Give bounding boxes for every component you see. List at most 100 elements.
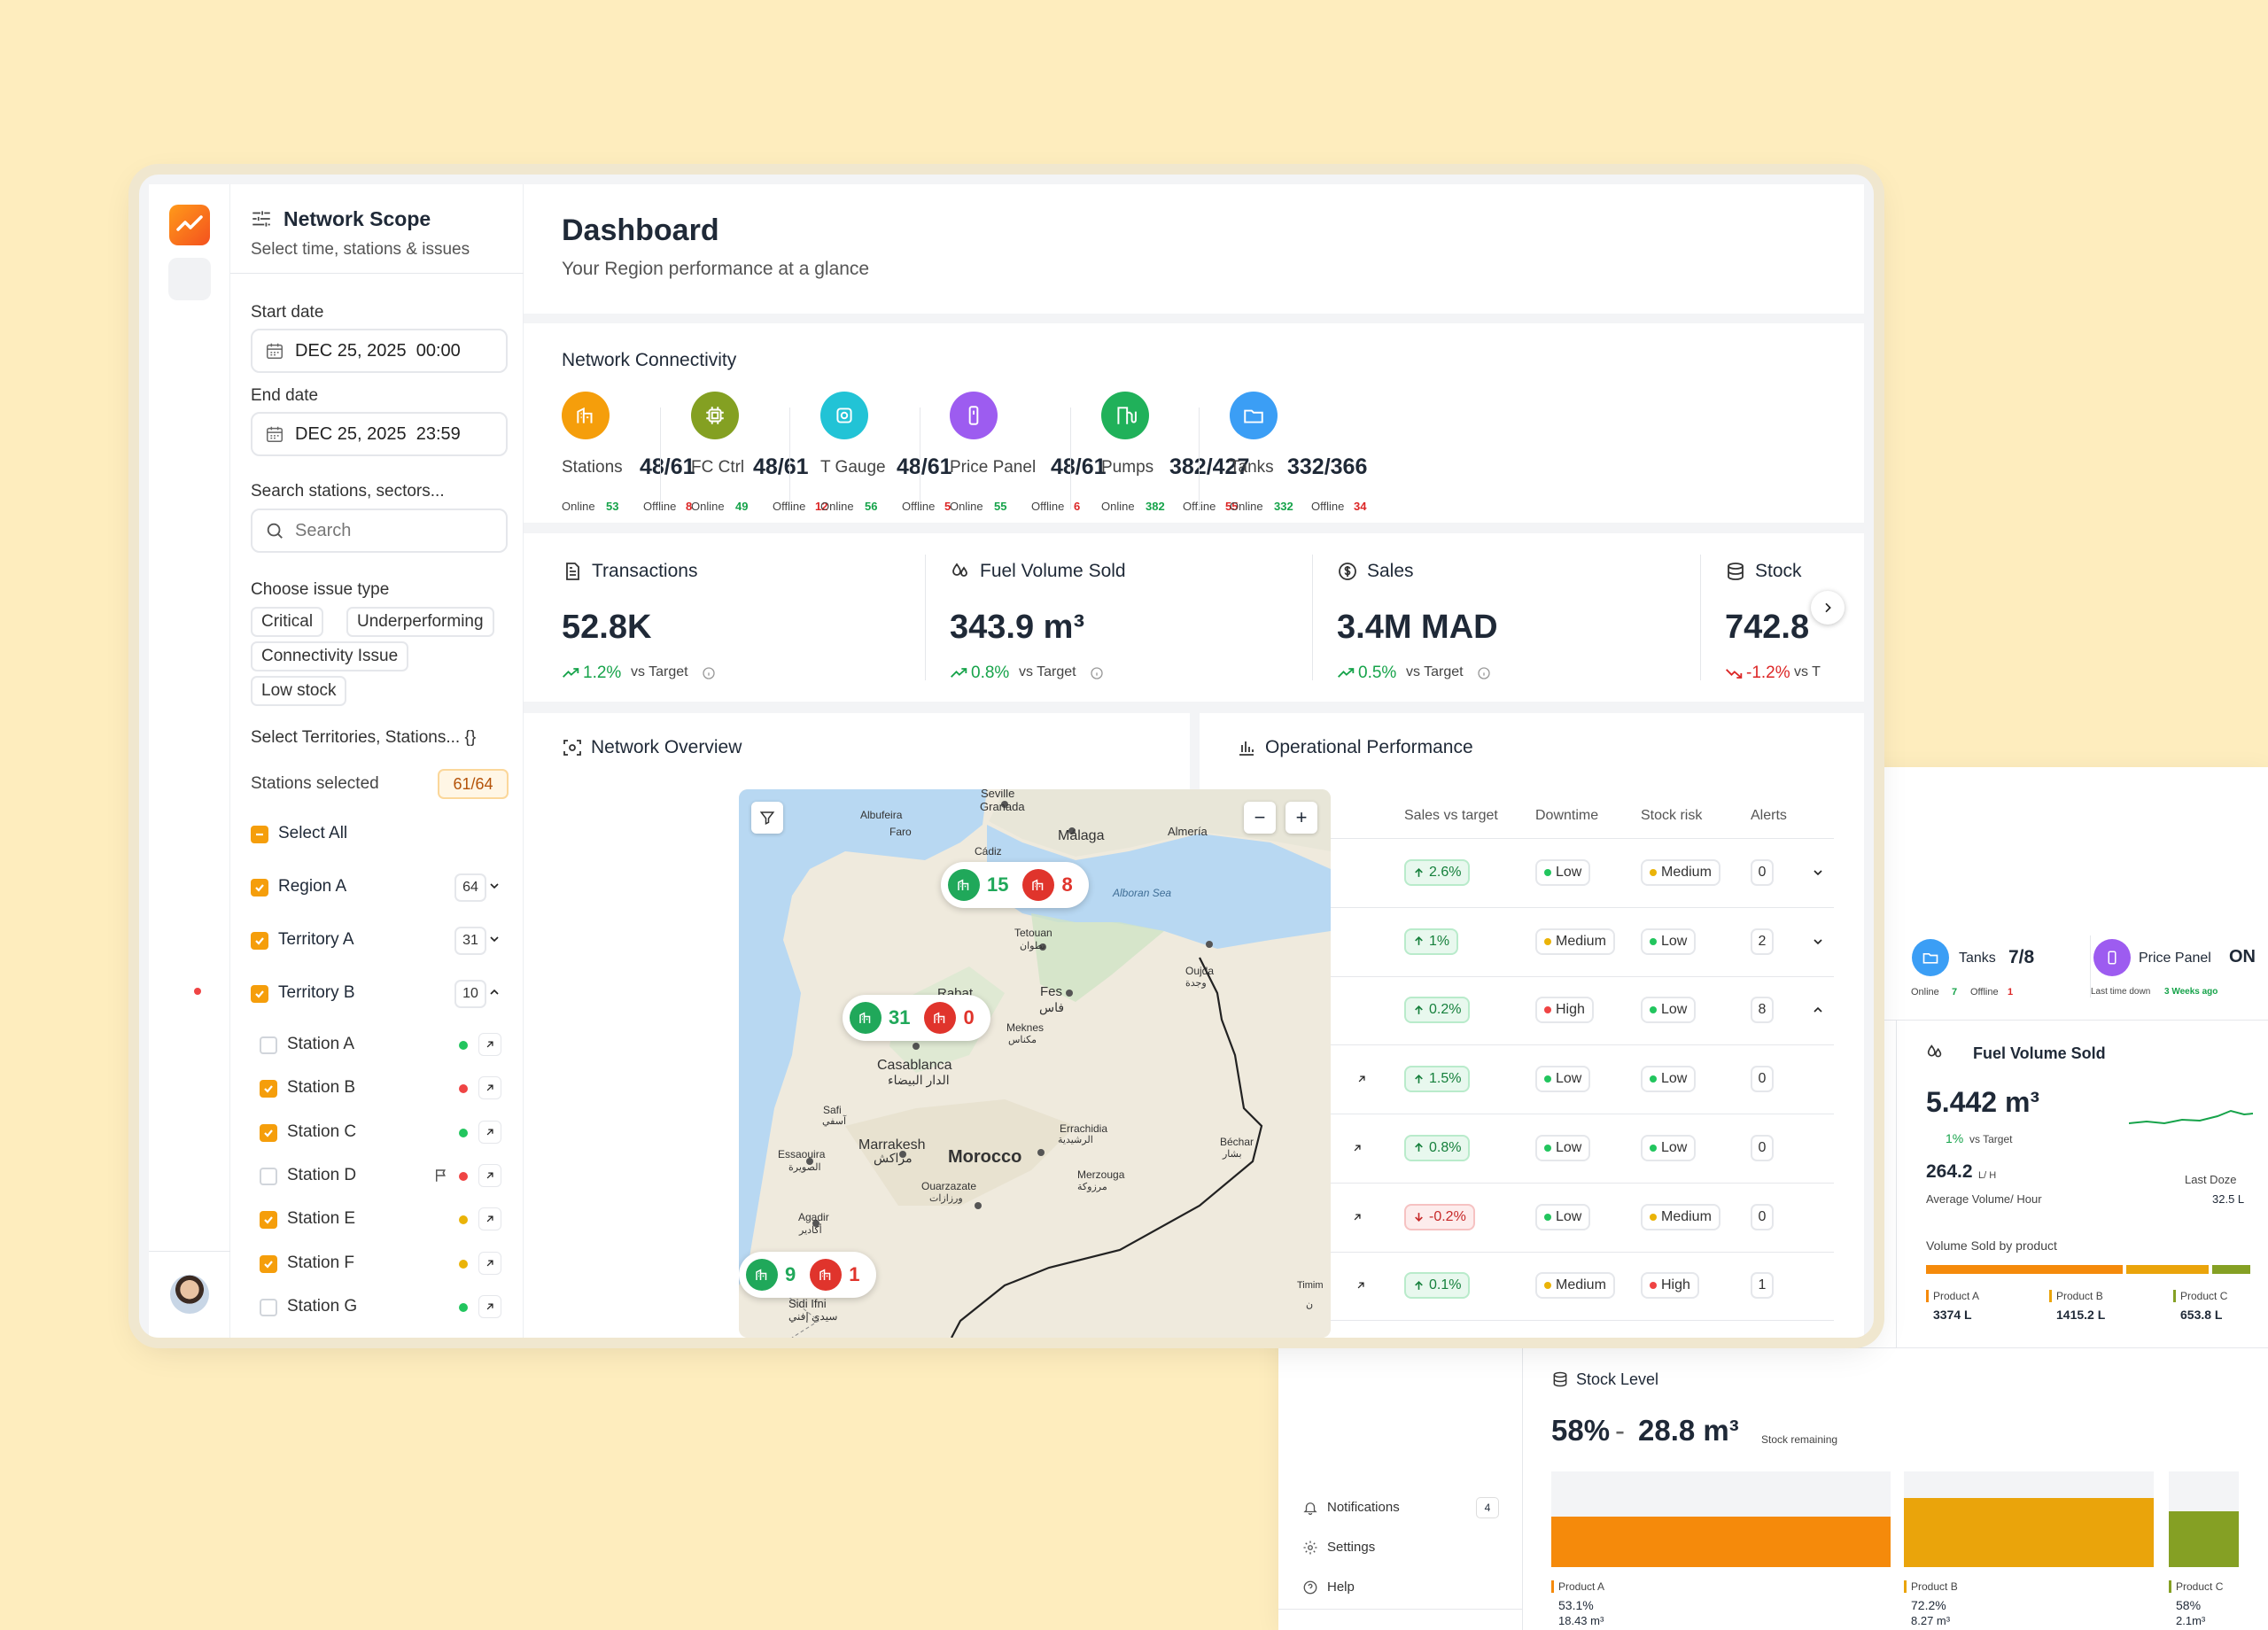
station-checkbox[interactable] bbox=[260, 1211, 277, 1230]
issue-chip-critical[interactable]: Critical bbox=[251, 607, 324, 637]
divider bbox=[1700, 555, 1701, 680]
menu-label: Settings bbox=[1327, 1540, 1376, 1555]
station-checkbox[interactable] bbox=[260, 1254, 277, 1273]
chevron-up-icon[interactable] bbox=[487, 985, 501, 1005]
map-cluster[interactable]: 15 8 bbox=[941, 862, 1089, 908]
online-count: 332 bbox=[1274, 500, 1293, 513]
tank-volume: 8.27 m³ bbox=[1911, 1614, 1951, 1627]
station-checkbox[interactable] bbox=[260, 1036, 277, 1054]
info-icon[interactable] bbox=[1090, 666, 1104, 685]
menu-badge: 4 bbox=[1476, 1497, 1499, 1518]
issue-chip-low-stock[interactable]: Low stock bbox=[251, 676, 347, 706]
help-nav-button[interactable] bbox=[168, 1078, 211, 1121]
trend-up-icon bbox=[562, 666, 579, 685]
open-station-button[interactable] bbox=[1350, 1067, 1373, 1091]
open-station-button[interactable] bbox=[478, 1076, 501, 1100]
issue-chip-underperforming[interactable]: Underperforming bbox=[346, 607, 494, 637]
gear-nav-button[interactable] bbox=[168, 1028, 211, 1071]
map-city-label: Seville bbox=[981, 789, 1015, 800]
open-station-button[interactable] bbox=[478, 1294, 501, 1318]
status-dot bbox=[1650, 1006, 1657, 1014]
group-checkbox[interactable] bbox=[251, 932, 268, 950]
group-checkbox[interactable] bbox=[251, 985, 268, 1003]
zoom-out-button[interactable]: − bbox=[1244, 802, 1276, 834]
document-nav-button[interactable] bbox=[168, 601, 211, 643]
next-arrow-button[interactable] bbox=[1811, 591, 1845, 625]
building-nav-button[interactable] bbox=[168, 307, 211, 349]
chevron-down-icon[interactable] bbox=[1811, 865, 1825, 884]
arrow-up-icon bbox=[1415, 1143, 1423, 1153]
group-checkbox[interactable] bbox=[251, 879, 268, 896]
map-city-label: تطوان bbox=[1020, 941, 1045, 951]
search-input[interactable]: Search bbox=[251, 508, 508, 553]
group-count: 31 bbox=[454, 927, 486, 955]
arrow-down-icon bbox=[1415, 1213, 1423, 1222]
main-dashboard-window: Network Scope Select time, stations & is… bbox=[139, 175, 1874, 1338]
user-avatar[interactable] bbox=[170, 1275, 209, 1314]
select-all-checkbox[interactable] bbox=[251, 826, 268, 843]
kpi-strip: Transactions 52.8K 1.2% vs Target Fuel Volum… bbox=[524, 533, 1864, 702]
tank-product-name: Product B bbox=[1911, 1580, 1958, 1593]
bar-chart-nav-button[interactable] bbox=[168, 552, 211, 594]
router-nav-button[interactable] bbox=[168, 454, 211, 496]
back-menu-notifications[interactable]: Notifications 4 bbox=[1302, 1497, 1506, 1522]
downtime-pill: Medium bbox=[1535, 928, 1615, 955]
network-map[interactable]: Seville Granada Albufeira Faro Málaga Almería… bbox=[739, 789, 1331, 1338]
info-icon[interactable] bbox=[1477, 666, 1491, 685]
arrow-up-right-icon bbox=[486, 1084, 493, 1091]
map-cluster[interactable]: 31 0 bbox=[843, 995, 990, 1041]
ops-header: Alerts bbox=[1751, 808, 1787, 823]
open-station-button[interactable] bbox=[478, 1033, 501, 1056]
open-station-button[interactable] bbox=[1346, 1137, 1369, 1160]
open-station-button[interactable] bbox=[478, 1251, 501, 1275]
station-checkbox[interactable] bbox=[260, 1080, 277, 1098]
open-station-button[interactable] bbox=[478, 1163, 501, 1187]
back-menu-help[interactable]: Help bbox=[1302, 1577, 1506, 1602]
ops-title: Operational Performance bbox=[1265, 737, 1473, 757]
chevron-up-icon[interactable] bbox=[1811, 1003, 1825, 1021]
map-city-label: Agadir bbox=[798, 1211, 829, 1223]
home-nav-button[interactable] bbox=[168, 258, 211, 300]
map-city-label: Essaouira bbox=[778, 1148, 826, 1160]
back-menu-settings[interactable]: Settings bbox=[1302, 1537, 1506, 1562]
last-doze-value: 32.5 L bbox=[2212, 1192, 2245, 1206]
map-city-label: Alboran Sea bbox=[1113, 887, 1172, 899]
status-dot bbox=[1650, 1075, 1657, 1083]
bell-nav-button[interactable] bbox=[168, 980, 211, 1022]
map-city-label: Almería bbox=[1168, 825, 1208, 838]
zoom-in-button[interactable]: + bbox=[1285, 802, 1317, 834]
chevron-down-icon[interactable] bbox=[487, 879, 501, 898]
kpi-vs-label: vs T bbox=[1794, 664, 1821, 679]
info-icon[interactable] bbox=[702, 666, 716, 685]
issue-chip-connectivity[interactable]: Connectivity Issue bbox=[251, 641, 409, 671]
group-count: 10 bbox=[454, 980, 486, 1008]
arrow-up-right-icon bbox=[486, 1303, 493, 1310]
avg-label: Average Volume/ Hour bbox=[1926, 1192, 2042, 1206]
open-station-button[interactable] bbox=[1346, 1206, 1369, 1229]
pumps-value: 382/427 bbox=[1169, 454, 1250, 479]
folder-nav-button[interactable] bbox=[168, 356, 211, 399]
station-checkbox[interactable] bbox=[260, 1298, 277, 1316]
open-station-button[interactable] bbox=[1349, 1274, 1372, 1297]
chevron-down-icon[interactable] bbox=[487, 932, 501, 951]
station-checkbox[interactable] bbox=[260, 1123, 277, 1142]
fuel-pump-nav-button[interactable] bbox=[168, 405, 211, 447]
target-nav-button[interactable] bbox=[168, 650, 211, 693]
calendar-icon bbox=[267, 343, 283, 359]
end-date-field[interactable]: DEC 25, 2025 23:59 bbox=[251, 412, 508, 456]
alerts-count: 8 bbox=[1751, 997, 1774, 1024]
kpi-value: 52.8K bbox=[562, 609, 652, 646]
start-date-field[interactable]: DEC 25, 2025 00:00 bbox=[251, 329, 508, 373]
app-logo[interactable] bbox=[169, 205, 210, 245]
status-dot bbox=[1544, 1006, 1551, 1014]
station-checkbox[interactable] bbox=[260, 1167, 277, 1185]
back-fuel-title: Fuel Volume Sold bbox=[1973, 1044, 2106, 1062]
open-station-button[interactable] bbox=[478, 1120, 501, 1144]
map-filter-button[interactable] bbox=[751, 802, 783, 834]
kpi-vs-label: vs Target bbox=[1019, 664, 1076, 679]
open-station-button[interactable] bbox=[478, 1207, 501, 1231]
satellite-nav-button[interactable] bbox=[168, 503, 211, 546]
truck-nav-button[interactable] bbox=[168, 699, 211, 741]
chevron-down-icon[interactable] bbox=[1811, 935, 1825, 953]
